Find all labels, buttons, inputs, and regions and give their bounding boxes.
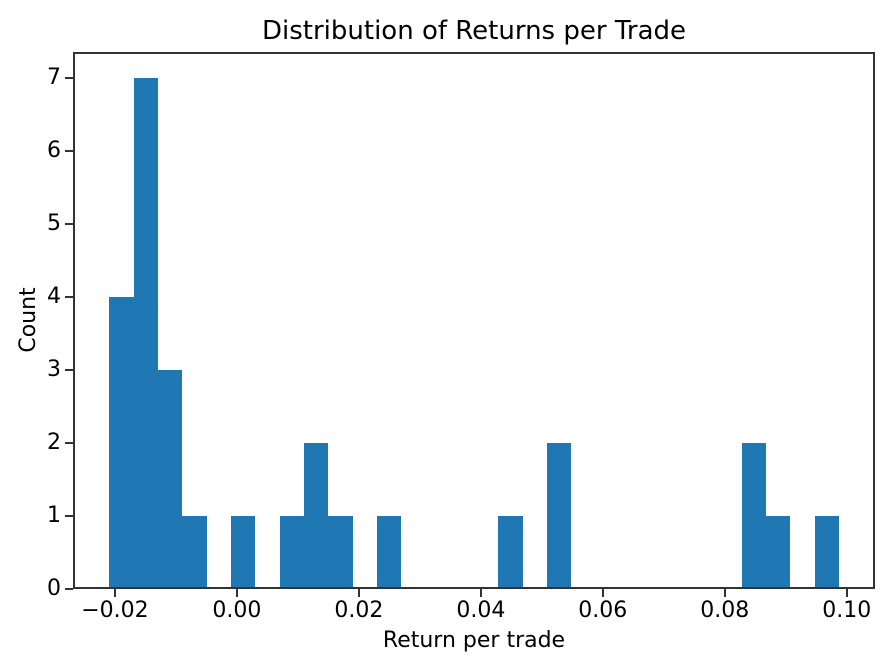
x-tick-label: 0.00 bbox=[212, 598, 262, 623]
y-tick-label: 0 bbox=[47, 576, 61, 601]
x-tick-mark bbox=[113, 589, 116, 597]
histogram-bar bbox=[498, 515, 523, 589]
y-tick-label: 1 bbox=[47, 502, 61, 528]
histogram-bar bbox=[328, 515, 353, 589]
y-tick-label: 7 bbox=[47, 64, 61, 90]
x-tick-mark bbox=[845, 589, 848, 597]
x-tick-mark bbox=[601, 589, 604, 597]
chart-title: Distribution of Returns per Trade bbox=[262, 16, 686, 46]
y-tick-label: 3 bbox=[47, 356, 61, 382]
y-tick-mark bbox=[65, 149, 73, 152]
x-tick-mark bbox=[357, 589, 360, 597]
histogram-bar bbox=[376, 515, 402, 589]
histogram-bar bbox=[814, 515, 839, 589]
histogram-bar bbox=[303, 442, 329, 589]
histogram-bar bbox=[133, 77, 159, 589]
y-tick-mark bbox=[65, 588, 73, 590]
y-tick-label: 6 bbox=[47, 137, 61, 163]
y-tick-mark bbox=[65, 76, 73, 79]
x-tick-label: 0.04 bbox=[456, 598, 506, 623]
x-tick-label: −0.02 bbox=[81, 598, 149, 623]
x-tick-label: 0.10 bbox=[822, 598, 872, 623]
y-tick-mark bbox=[65, 441, 73, 444]
histogram-bar bbox=[765, 515, 791, 589]
y-tick-mark bbox=[65, 514, 73, 517]
x-axis-label: Return per trade bbox=[382, 628, 566, 653]
y-tick-mark bbox=[65, 222, 73, 225]
histogram-bar bbox=[741, 442, 766, 589]
histogram-bar bbox=[547, 442, 572, 589]
histogram-bar bbox=[279, 515, 304, 589]
x-tick-mark bbox=[723, 589, 726, 597]
y-tick-mark bbox=[65, 295, 73, 298]
y-tick-label: 2 bbox=[47, 429, 61, 455]
histogram-bar bbox=[231, 515, 256, 589]
x-tick-mark bbox=[479, 589, 482, 597]
x-tick-mark bbox=[235, 589, 238, 597]
y-tick-label: 4 bbox=[47, 283, 61, 309]
histogram-bar bbox=[109, 296, 134, 589]
y-tick-label: 5 bbox=[47, 210, 61, 236]
x-tick-label: 0.06 bbox=[578, 598, 628, 623]
x-tick-label: 0.08 bbox=[700, 598, 750, 623]
x-tick-label: 0.02 bbox=[334, 598, 384, 623]
histogram-bars bbox=[73, 52, 875, 589]
histogram-bar bbox=[182, 515, 207, 589]
y-tick-mark bbox=[65, 368, 73, 371]
histogram-bar bbox=[158, 369, 183, 589]
